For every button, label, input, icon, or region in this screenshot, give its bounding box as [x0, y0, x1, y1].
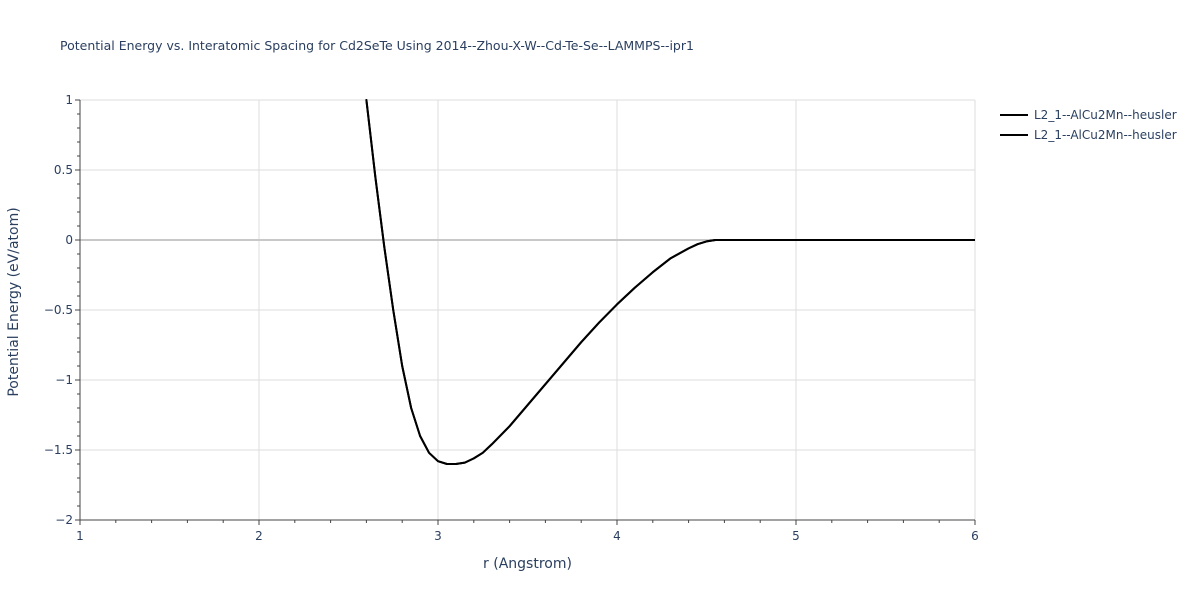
tick-marks [75, 99, 976, 525]
x-tick-label: 6 [971, 529, 979, 543]
legend-item[interactable]: L2_1--AlCu2Mn--heusler [1000, 128, 1177, 142]
y-tick-label: 0 [65, 233, 73, 247]
series-line-2 [365, 99, 975, 465]
x-tick-label: 4 [613, 529, 621, 543]
y-tick-label: −0.5 [44, 303, 73, 317]
legend[interactable]: L2_1--AlCu2Mn--heusler L2_1--AlCu2Mn--heu… [1000, 108, 1177, 142]
y-tick-label: 0.5 [54, 163, 73, 177]
y-tick-label: −2 [55, 513, 73, 527]
y-axis-title: Potential Energy (eV/atom) [6, 207, 22, 396]
y-tick-label: −1 [55, 373, 73, 387]
x-tick-label: 2 [255, 529, 263, 543]
x-tick-label: 1 [76, 529, 84, 543]
x-axis-title: r (Angstrom) [483, 556, 572, 572]
y-tick-label: 1 [65, 93, 73, 107]
x-tick-label: 5 [792, 529, 800, 543]
legend-label: L2_1--AlCu2Mn--heusler [1034, 108, 1177, 122]
series-lines [365, 99, 975, 465]
y-tick-labels: 1 0.5 0 −0.5 −1 −1.5 −2 [44, 93, 73, 527]
legend-item[interactable]: L2_1--AlCu2Mn--heusler [1000, 108, 1177, 122]
legend-label: L2_1--AlCu2Mn--heusler [1034, 128, 1177, 142]
chart-title: Potential Energy vs. Interatomic Spacing… [60, 38, 694, 53]
x-tick-label: 3 [434, 529, 442, 543]
x-tick-labels: 1 2 3 4 5 6 [76, 529, 979, 543]
y-tick-label: −1.5 [44, 443, 73, 457]
